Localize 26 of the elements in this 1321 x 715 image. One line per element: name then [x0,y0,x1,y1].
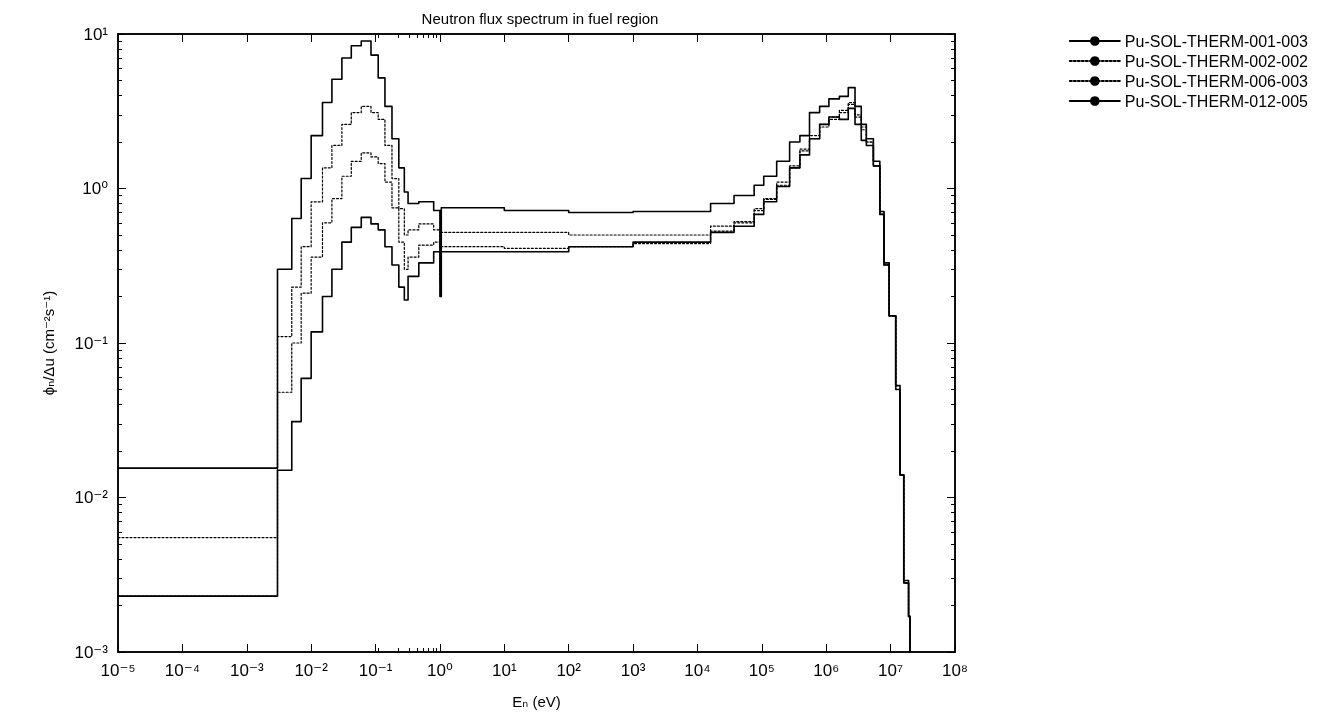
x-tick-label: 10² [556,661,582,680]
x-tick-label: 10¹ [492,661,517,680]
legend-label: Pu-SOL-THERM-006-003 [1124,72,1309,90]
y-tick-label: 10¹ [83,24,109,44]
x-tick-label: 10⁻⁵ [100,661,136,680]
legend-label: Pu-SOL-THERM-002-002 [1124,52,1309,70]
y-tick-label: 10⁻¹ [74,333,109,353]
x-tick-label: 10⁵ [748,661,775,680]
x-tick-label: 10⁻¹ [358,661,393,680]
x-tick-label: 10⁰ [427,661,453,680]
y-tick-label: 10⁰ [82,179,109,198]
legend-label: Pu-SOL-THERM-001-003 [1124,32,1309,50]
x-tick-label: 10⁻⁴ [164,661,200,680]
x-tick-label: 10⁻³ [230,661,264,680]
x-tick-label: 10⁷ [878,661,904,680]
legend-label: Pu-SOL-THERM-012-005 [1124,92,1309,110]
chart-title: Neutron flux spectrum in fuel region [421,10,659,27]
y-tick-label: 10⁻² [74,488,109,507]
y-axis-title: ϕₙ/Δu (cm⁻²s⁻¹) [40,290,57,396]
x-tick-label: 10⁻² [294,661,329,680]
x-tick-label: 10⁸ [941,661,969,680]
y-tick-label: 10⁻³ [74,642,109,662]
x-tick-label: 10⁶ [813,661,840,680]
x-axis-title: Eₙ (eV) [512,693,561,710]
x-tick-label: 10³ [620,661,646,680]
x-tick-label: 10⁴ [684,661,711,680]
